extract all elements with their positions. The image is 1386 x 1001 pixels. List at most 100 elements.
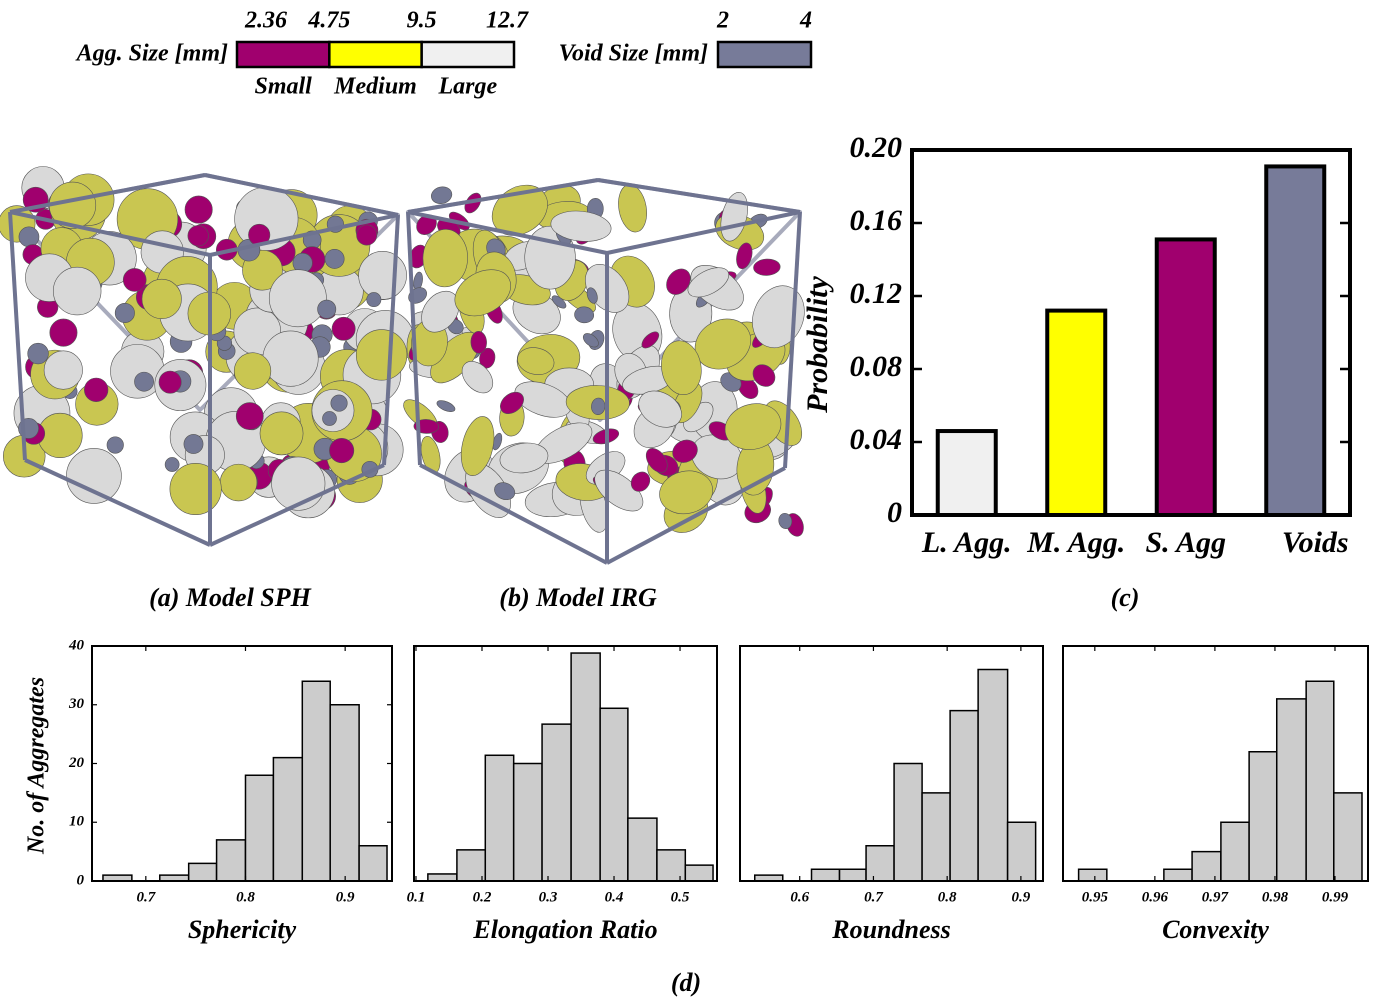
particle <box>263 331 318 386</box>
histogram-bar <box>1306 681 1334 881</box>
particle <box>159 371 181 393</box>
particle <box>184 434 203 453</box>
legend-tick-label: 4.75 <box>307 8 350 34</box>
histogram-bar <box>657 850 685 881</box>
histogram-bar <box>685 865 713 881</box>
void-color-bar <box>718 42 811 67</box>
x-tick-label: 0.8 <box>938 889 957 905</box>
particle <box>19 227 39 247</box>
histogram-bar <box>571 653 600 881</box>
histogram-bar <box>840 869 867 881</box>
particle <box>269 270 326 327</box>
histogram-bar <box>1277 699 1306 881</box>
particle <box>331 395 347 411</box>
histogram-bar <box>1334 793 1362 881</box>
caption-a: (a) Model SPH <box>149 583 312 612</box>
x-tick-label: L. Agg. <box>921 526 1012 559</box>
particle <box>142 279 182 319</box>
histogram-bar <box>359 846 387 881</box>
histogram-bar <box>428 874 457 881</box>
particle <box>753 258 781 276</box>
histogram-bar <box>245 775 273 881</box>
void-size-label: Void Size [mm] <box>559 41 708 67</box>
class-label: Large <box>438 74 498 100</box>
x-tick-label: 0.2 <box>473 889 492 905</box>
x-tick-label: Voids <box>1282 526 1349 559</box>
x-tick-label: 0.97 <box>1202 889 1229 905</box>
histogram-bar <box>217 840 246 881</box>
bar <box>1157 239 1215 515</box>
particle <box>430 185 454 206</box>
y-tick-label: 0.12 <box>850 277 903 310</box>
x-tick-label: 0.8 <box>236 889 255 905</box>
histogram-bar <box>514 764 542 882</box>
y-tick-label: 0.04 <box>850 423 903 456</box>
bar <box>1047 311 1105 515</box>
color-segment <box>237 42 329 67</box>
x-tick-label: 0.99 <box>1322 889 1349 905</box>
y-tick-label: 0.20 <box>850 131 903 164</box>
x-tick-label: 0.3 <box>539 889 558 905</box>
histogram-bar <box>1221 822 1249 881</box>
particle <box>84 378 108 402</box>
x-axis-label: Elongation Ratio <box>472 915 657 944</box>
particle <box>134 372 153 391</box>
histogram-bar <box>485 755 513 881</box>
particle <box>260 412 303 455</box>
particle <box>185 196 212 223</box>
color-segment <box>329 42 421 67</box>
particle <box>66 448 121 503</box>
x-tick-label: M. Agg. <box>1026 526 1125 559</box>
caption-b: (b) Model IRG <box>499 583 657 612</box>
caption-d: (d) <box>671 968 701 997</box>
class-label: Small <box>254 74 312 100</box>
x-tick-label: 0.4 <box>605 889 624 905</box>
particle <box>220 464 257 501</box>
particle <box>234 353 271 390</box>
y-tick-label: 10 <box>69 814 85 830</box>
histogram-bar <box>1164 869 1192 881</box>
particle <box>325 249 344 268</box>
model-irg-render <box>399 175 814 563</box>
histogram-bar <box>189 863 217 881</box>
particle <box>322 411 336 425</box>
particle <box>165 457 179 471</box>
y-axis-label: No. of Aggregates <box>24 677 50 855</box>
y-tick-label: 20 <box>68 755 85 771</box>
particle <box>367 292 381 306</box>
particle <box>28 343 49 364</box>
histogram-bar <box>628 818 657 881</box>
particle <box>312 389 354 431</box>
agg-size-label: Agg. Size [mm] <box>75 41 228 67</box>
particle <box>359 251 407 299</box>
y-axis-label: Probability <box>801 275 834 413</box>
particle <box>115 303 134 322</box>
particle <box>615 182 650 234</box>
legend-tick-label: 2.36 <box>244 8 287 34</box>
particle <box>170 463 221 514</box>
page: (a) Model SPH (b) Model IRG (c) (d) Agg.… <box>0 0 1386 1001</box>
histogram-bar <box>273 758 302 881</box>
x-tick-label: 0.96 <box>1142 889 1169 905</box>
histogram-bar <box>866 846 894 881</box>
color-segment <box>422 42 514 67</box>
histogram-bar <box>978 670 1007 882</box>
model-sph-render <box>0 167 414 545</box>
particle <box>435 398 456 414</box>
x-tick-label: S. Agg <box>1145 526 1226 559</box>
histogram-bar <box>1192 852 1221 881</box>
x-tick-label: 0.9 <box>336 889 355 905</box>
caption-c: (c) <box>1111 583 1140 612</box>
histogram-bar <box>1008 822 1036 881</box>
particle <box>44 351 82 389</box>
figure: (a) Model SPH (b) Model IRG (c) (d) Agg.… <box>0 0 1386 1001</box>
histogram-bar <box>302 681 330 881</box>
x-axis-label: Sphericity <box>188 915 297 944</box>
legend-tick-label: 9.5 <box>407 8 437 34</box>
particle <box>332 317 355 340</box>
x-tick-label: 0.1 <box>407 889 426 905</box>
y-tick-label: 0 <box>887 496 902 529</box>
particle <box>123 268 146 291</box>
particle <box>318 300 336 318</box>
histogram-bar <box>894 764 922 882</box>
